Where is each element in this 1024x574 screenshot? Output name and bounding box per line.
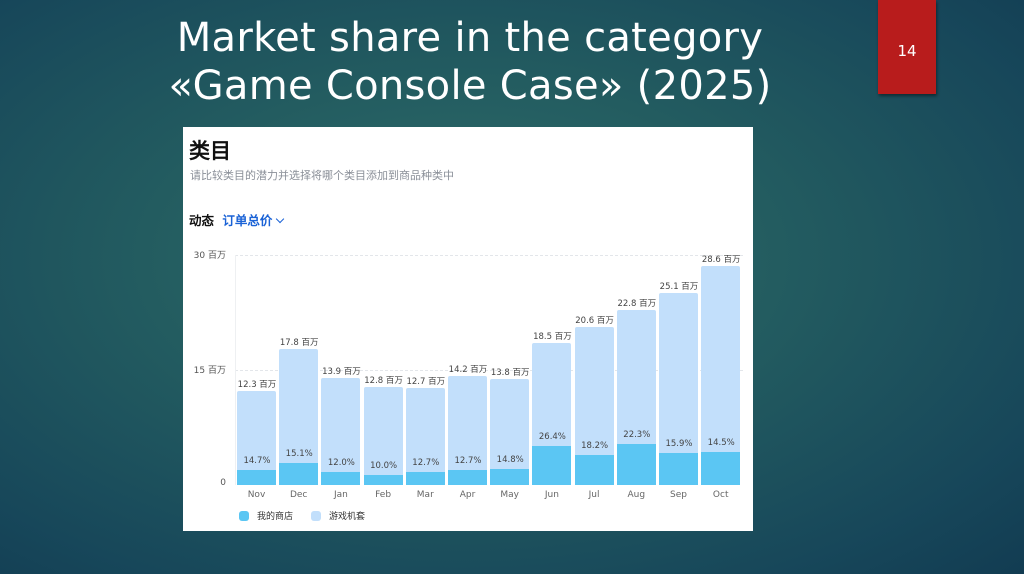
bar-value-label: 22.8 百万 (617, 299, 657, 310)
slide-title: Market share in the category «Game Conso… (120, 14, 820, 110)
bar-segment-my-store (490, 468, 530, 485)
x-tick-label: Jan (333, 490, 348, 500)
x-tick-label: Mar (416, 490, 434, 500)
bar-share-label: 15.1% (285, 449, 313, 460)
bar-share-label: 26.4% (538, 431, 566, 442)
bar-value-label: 17.8 百万 (279, 337, 319, 348)
page-number: 14 (897, 42, 917, 60)
bar-segment-my-store (405, 472, 445, 485)
bar-segment-my-store (659, 452, 698, 485)
bar-jul[interactable] (574, 327, 614, 485)
bar-feb[interactable] (363, 386, 403, 485)
bar-share-label: 22.3% (623, 430, 651, 441)
y-axis (235, 255, 236, 485)
bar-chart: 30 百万 15 百万 0 12.3 百万 14.7% Nov 17.8 百万 15.1… (183, 127, 753, 531)
legend-swatch-category (311, 510, 322, 521)
gridline-30 (235, 255, 743, 256)
legend-label: 游戏机套 (329, 512, 366, 522)
bar-value-label: 12.7 百万 (406, 376, 446, 387)
page-number-tab: 14 (878, 0, 936, 94)
bar-share-label: 10.0% (370, 460, 398, 471)
chart-legend: 我的商店 游戏机套 (239, 509, 383, 522)
dynamics-label: 动态 (189, 213, 215, 228)
bar-share-label: 18.2% (581, 440, 609, 451)
bar-share-label: 14.7% (243, 456, 271, 467)
bar-share-label: 14.8% (496, 454, 524, 465)
y-tick-15: 15 百万 (193, 366, 226, 376)
bar-value-label: 13.9 百万 (322, 367, 361, 378)
x-tick-label: Dec (289, 490, 308, 500)
bar-share-label: 12.7% (412, 458, 440, 469)
x-tick-label: Nov (247, 490, 266, 500)
bar-share-label: 14.5% (707, 437, 735, 448)
bar-segment-my-store (237, 470, 276, 485)
x-tick-label: Oct (712, 490, 729, 500)
bar-share-label: 12.7% (454, 456, 482, 467)
metric-dropdown[interactable]: 订单总价 (222, 213, 285, 228)
bar-jun[interactable] (532, 343, 572, 485)
bar-value-label: 28.6 百万 (701, 254, 741, 265)
legend-item-category[interactable]: 游戏机套 (311, 509, 365, 522)
bar-sep[interactable] (659, 292, 698, 485)
x-tick-label: Sep (670, 490, 687, 500)
bar-value-label: 12.8 百万 (364, 375, 403, 386)
bar-segment-my-store (448, 470, 487, 485)
bar-segment-my-store (321, 471, 361, 485)
y-tick-30: 30 百万 (193, 251, 226, 261)
bar-value-label: 18.5 百万 (533, 332, 572, 343)
bar-mar[interactable] (405, 387, 445, 485)
bar-share-label: 15.9% (665, 438, 693, 449)
y-tick-0: 0 (220, 478, 226, 488)
bar-segment-my-store (279, 463, 319, 485)
bar-value-label: 12.3 百万 (237, 379, 277, 390)
x-tick-label: May (500, 490, 519, 500)
bar-segment-my-store (532, 445, 572, 485)
legend-item-my-store[interactable]: 我的商店 (239, 509, 293, 522)
bar-dec[interactable] (279, 348, 319, 485)
bar-value-label: 25.1 百万 (659, 281, 699, 292)
bar-segment-my-store (363, 474, 403, 485)
bar-segment-my-store (574, 454, 614, 485)
gridline-15 (235, 370, 743, 371)
card-subtitle: 请比较类目的潜力并选择将哪个类目添加到商品种类中 (190, 169, 454, 182)
bar-value-label: 13.8 百万 (490, 368, 530, 379)
legend-label: 我的商店 (257, 512, 294, 522)
bar-oct[interactable] (701, 265, 741, 485)
bar-value-label: 14.2 百万 (448, 365, 488, 376)
legend-swatch-my-store (239, 510, 249, 521)
dynamics-row: 动态 订单总价 (189, 210, 285, 229)
slide-title-line1: Market share in the category (176, 15, 764, 61)
x-tick-label: Jun (544, 490, 559, 500)
metric-dropdown-label: 订单总价 (222, 213, 273, 228)
x-tick-label: Aug (627, 490, 646, 500)
x-tick-label: Feb (375, 490, 392, 500)
bar-value-label: 20.6 百万 (575, 316, 614, 327)
bar-nov[interactable] (237, 390, 276, 485)
x-tick-label: Apr (459, 490, 476, 500)
bar-apr[interactable] (448, 376, 487, 485)
chart-card: 类目 请比较类目的潜力并选择将哪个类目添加到商品种类中 动态 订单总价 30 百… (183, 127, 753, 531)
bar-may[interactable] (490, 379, 530, 485)
bar-segment-my-store (701, 451, 741, 485)
card-title: 类目 (189, 139, 231, 163)
bar-share-label: 12.0% (327, 457, 355, 468)
bar-jan[interactable] (321, 378, 361, 485)
slide-title-line2: «Game Console Case» (2025) (168, 63, 772, 109)
x-tick-label: Jul (588, 490, 600, 500)
bar-segment-my-store (616, 444, 656, 485)
bar-aug[interactable] (616, 310, 656, 485)
